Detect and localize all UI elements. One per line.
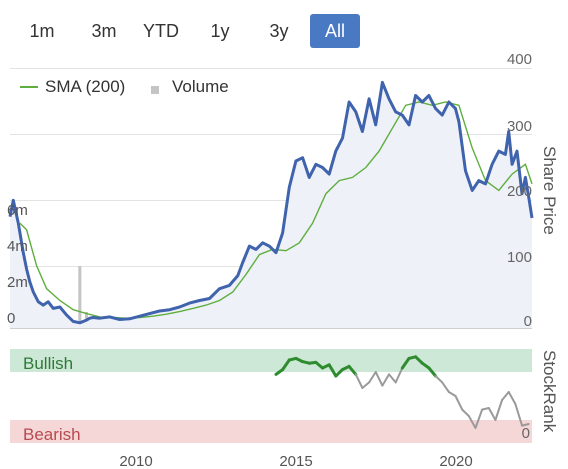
stockrank-segment: [361, 381, 371, 389]
volume-tick-6m: 6m: [7, 202, 28, 219]
range-button-1m[interactable]: 1m: [29, 21, 55, 41]
price-axis-title: Share Price: [540, 146, 559, 235]
stockrank-segment: [481, 407, 490, 411]
stockrank-segment: [427, 366, 438, 378]
stockrank-segment: [474, 408, 484, 429]
legend-volume-swatch: [151, 86, 159, 94]
stockrank-segment: [507, 391, 517, 405]
stockrank-line: [274, 355, 530, 429]
legend-sma-label[interactable]: SMA (200): [45, 77, 125, 96]
price-area: [10, 82, 532, 329]
price-line: [8, 80, 534, 325]
x-tick-2015: 2015: [279, 453, 312, 469]
stockrank-segment: [381, 373, 391, 387]
stockrank-segment: [327, 363, 338, 378]
stockrank-segment: [347, 364, 358, 376]
range-button-3m[interactable]: 3m: [91, 21, 117, 41]
stockrank-segment: [388, 373, 397, 384]
stockrank-segment: [374, 371, 384, 387]
legend: SMA (200) Volume: [20, 77, 229, 96]
stockrank-segment: [281, 358, 291, 372]
stockrank-segment: [514, 403, 524, 427]
stockrank-segment: [441, 381, 450, 393]
stockrank-segment: [434, 375, 444, 384]
price-tick-300: 300: [507, 118, 532, 135]
bullish-band: [10, 349, 532, 372]
price-tick-400: 400: [507, 51, 532, 68]
stockrank-segment: [400, 356, 411, 370]
volume-tick-4m: 4m: [7, 238, 28, 255]
stockrank-segment: [447, 391, 457, 397]
stockrank-tick-0: 0: [522, 425, 530, 442]
stockrank-segment: [494, 399, 504, 421]
legend-volume-label[interactable]: Volume: [172, 77, 229, 96]
x-tick-2010: 2010: [119, 453, 152, 469]
bearish-band: [10, 420, 532, 443]
stockrank-segment: [487, 407, 497, 421]
x-tick-2020: 2020: [439, 453, 472, 469]
bullish-label: Bullish: [23, 354, 73, 373]
stockrank-axis-title: StockRank: [540, 350, 559, 433]
stockrank-segment: [501, 391, 510, 401]
range-button-3y[interactable]: 3y: [269, 21, 289, 41]
stockrank-segment: [454, 395, 464, 411]
price-tick-200: 200: [507, 183, 532, 200]
range-button-1y[interactable]: 1y: [210, 21, 230, 41]
stockrank-segment: [461, 408, 470, 417]
bearish-label: Bearish: [23, 425, 81, 444]
volume-tick-2m: 2m: [7, 274, 28, 291]
stockrank-segment: [467, 415, 477, 429]
range-button-ytd[interactable]: YTD: [143, 21, 179, 41]
stockrank-segment: [334, 368, 344, 378]
stockrank-segment: [368, 371, 377, 384]
price-tick-100: 100: [507, 249, 532, 266]
stockrank-segment: [414, 355, 424, 365]
stockrank-segment: [354, 373, 364, 389]
stockrank-segment: [521, 423, 530, 427]
volume-bar: [78, 266, 82, 328]
volume-tick-0: 0: [7, 310, 15, 327]
stockrank-segment: [394, 367, 404, 384]
range-button-all[interactable]: All: [310, 14, 360, 48]
price-tick-0: 0: [524, 313, 532, 330]
